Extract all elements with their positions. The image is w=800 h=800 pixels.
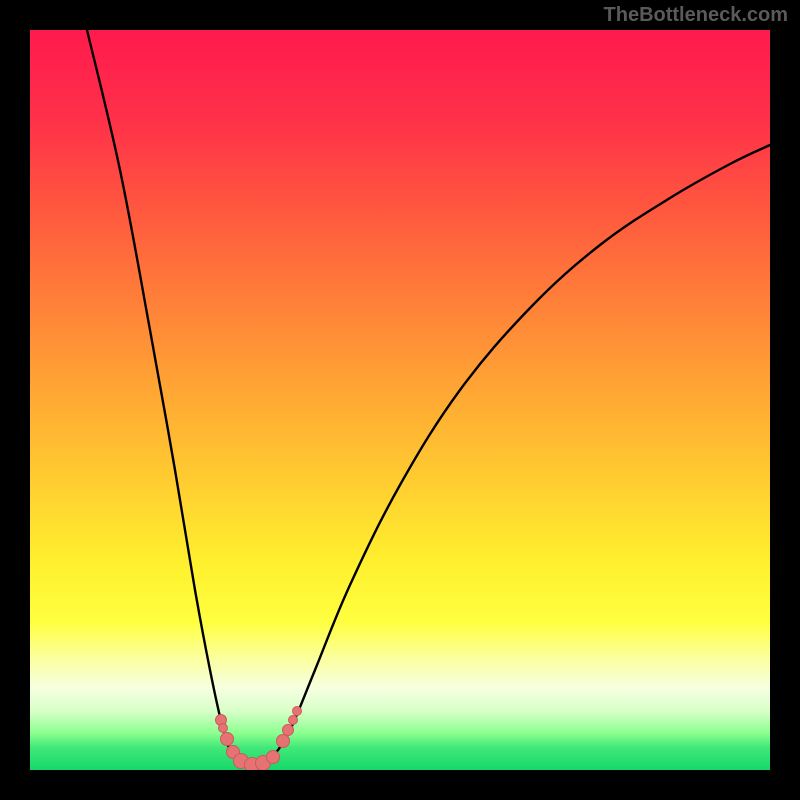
curve-marker [220,732,234,746]
curve-marker [282,724,294,736]
bottleneck-curve [30,30,770,770]
curve-marker [292,706,302,716]
curve-marker [266,750,280,764]
curve-marker [276,734,290,748]
curve-path [87,30,770,766]
watermark-text: TheBottleneck.com [604,4,788,27]
curve-marker [288,715,298,725]
plot-area [30,30,770,770]
